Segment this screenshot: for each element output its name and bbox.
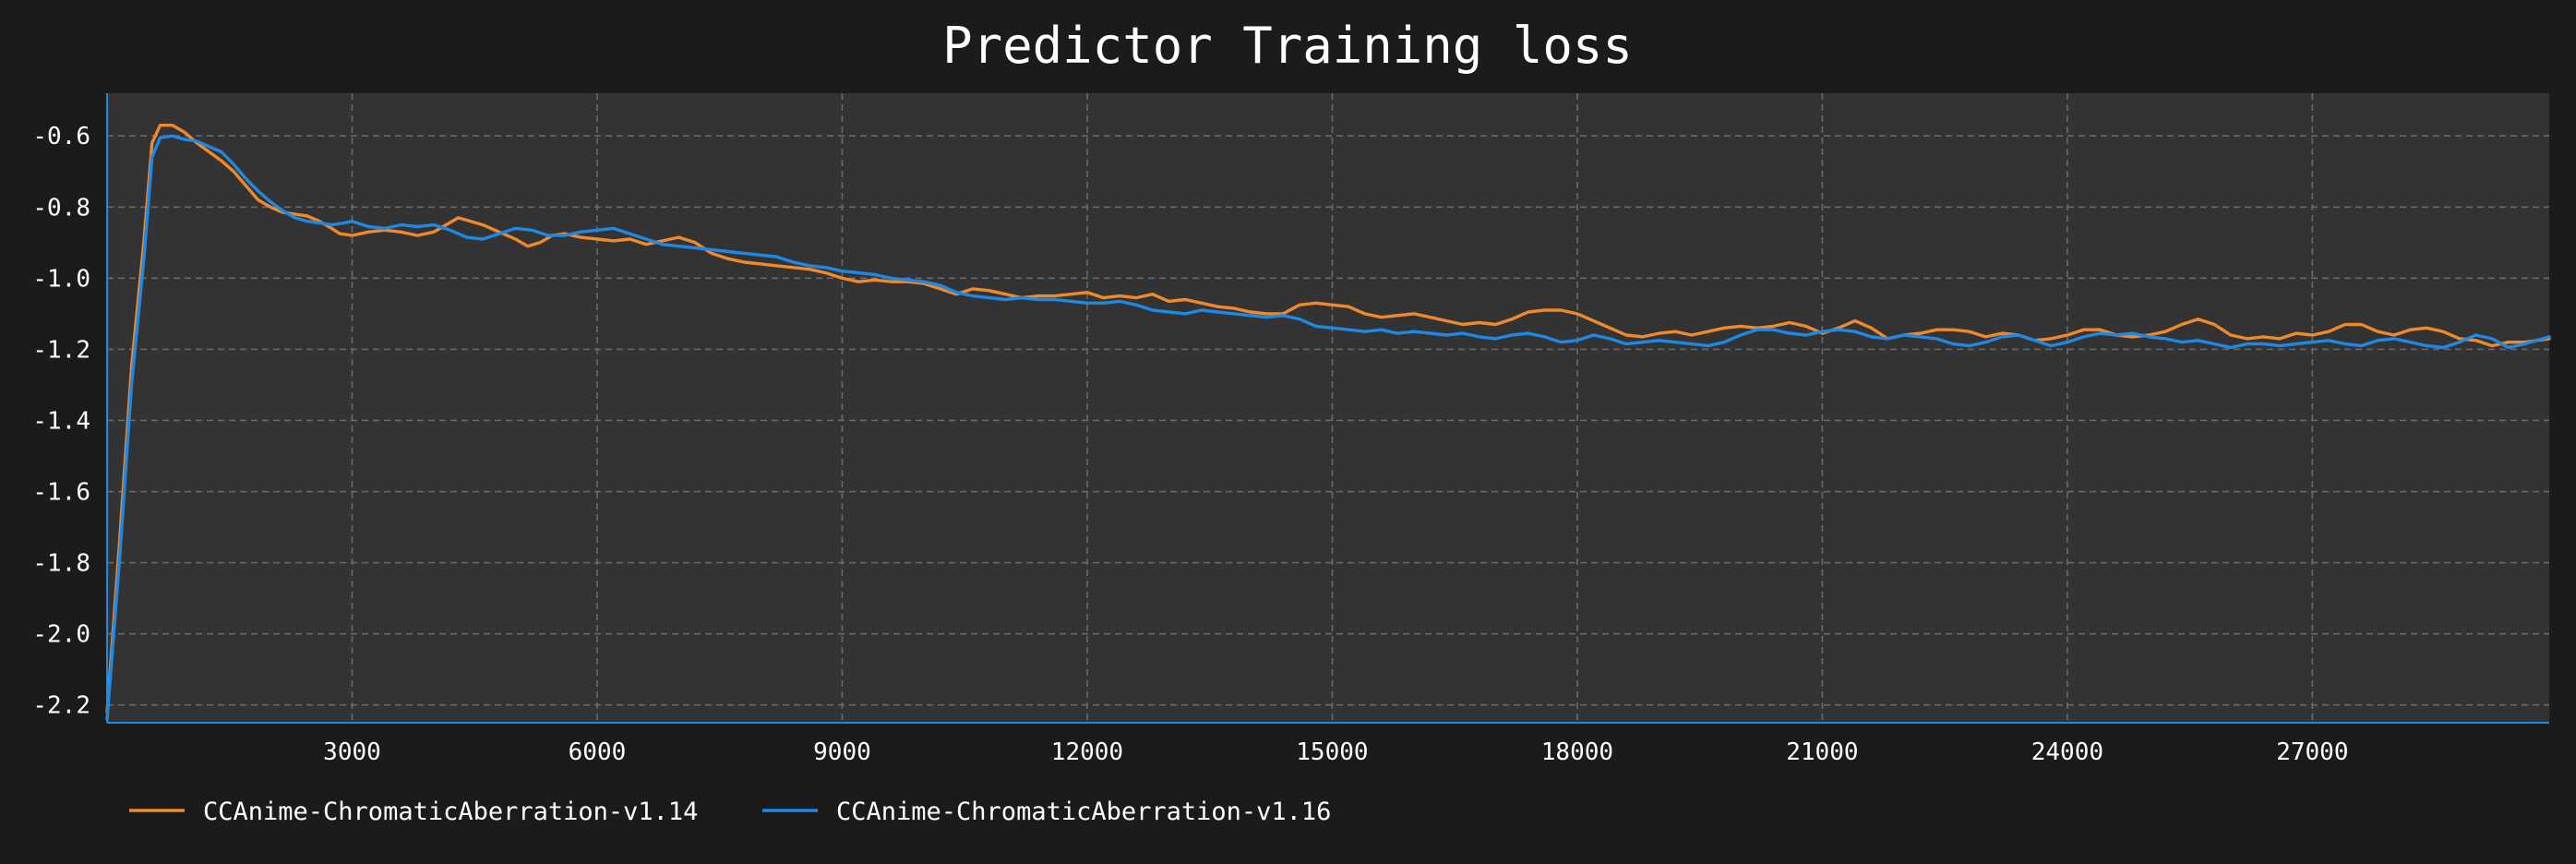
x-tick-label: 18000 — [1541, 738, 1613, 766]
legend-label-2: CCAnime-ChromaticAberration-v1.16 — [836, 798, 1331, 826]
plot-area — [107, 93, 2549, 723]
y-tick-label: -2.0 — [32, 621, 90, 649]
chart-title: Predictor Training loss — [942, 17, 1633, 75]
y-tick-label: -0.6 — [32, 123, 90, 150]
x-tick-label: 3000 — [323, 738, 381, 766]
grid-lines — [107, 93, 2549, 723]
x-tick-label: 21000 — [1786, 738, 1858, 766]
x-tick-label: 24000 — [2031, 738, 2103, 766]
x-tick-label: 27000 — [2276, 738, 2348, 766]
legend: CCAnime-ChromaticAberration-v1.14 CCAnime… — [129, 798, 1331, 826]
series-lines — [105, 124, 2551, 721]
y-tick-label: -1.6 — [32, 479, 90, 507]
x-tick-label: 6000 — [569, 738, 627, 766]
x-tick-label: 15000 — [1296, 738, 1368, 766]
y-tick-label: -1.2 — [32, 336, 90, 364]
y-tick-label: -0.8 — [32, 194, 90, 222]
y-tick-label: -1.0 — [32, 265, 90, 293]
legend-label-1: CCAnime-ChromaticAberration-v1.14 — [203, 798, 698, 826]
y-tick-label: -1.4 — [32, 407, 90, 435]
y-tick-label: -2.2 — [32, 692, 90, 720]
y-tick-label: -1.8 — [32, 550, 90, 578]
axes: 3000 6000 9000 12000 15000 18000 21000 24000 270… — [32, 93, 2549, 766]
series-line-2 — [105, 134, 2551, 721]
x-tick-label: 12000 — [1051, 738, 1123, 766]
x-tick-label: 9000 — [813, 738, 871, 766]
